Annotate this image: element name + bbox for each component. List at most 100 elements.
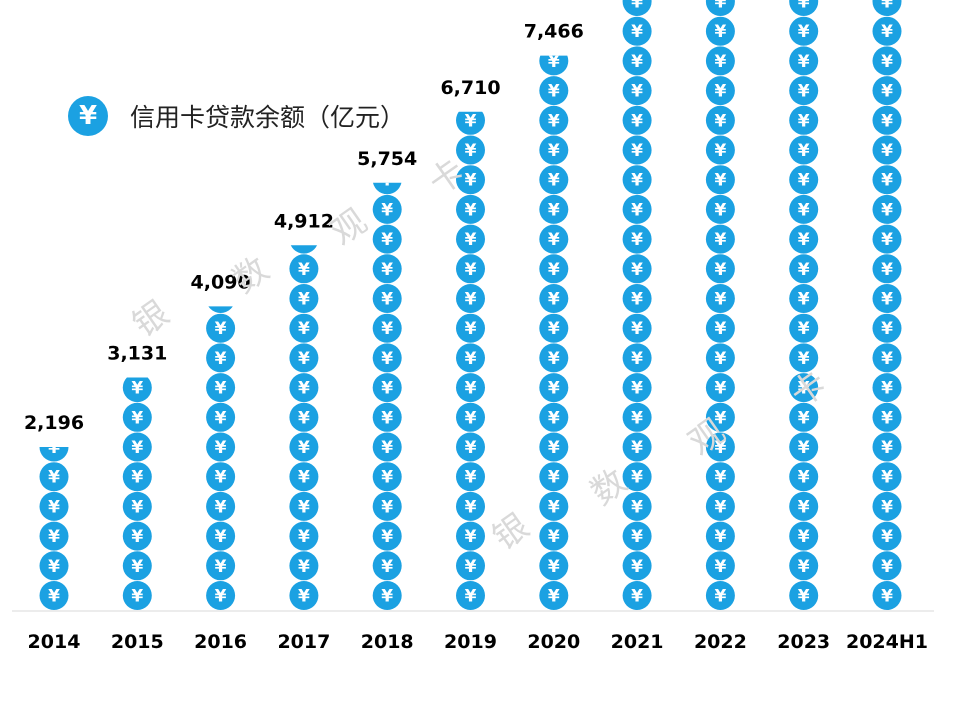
coin-symbol: ¥ (631, 587, 643, 607)
coin-symbol: ¥ (548, 260, 560, 280)
coin-mark (705, 521, 735, 551)
coin-mark (289, 462, 319, 492)
coin-symbol: ¥ (48, 497, 60, 517)
coin-symbol: ¥ (881, 438, 893, 458)
coin-symbol: ¥ (298, 230, 310, 250)
coin-mark (539, 581, 569, 610)
coin-mark (539, 76, 569, 106)
x-tick-label: 2018 (361, 631, 414, 653)
coin-mark (789, 284, 819, 313)
coin-symbol: ¥ (881, 260, 893, 280)
coin-symbol: ¥ (381, 438, 393, 458)
coin-mark (539, 402, 569, 432)
x-tick-label: 2023 (777, 631, 830, 653)
coin-mark (872, 521, 902, 551)
coin-mark (206, 551, 236, 581)
coin-symbol: ¥ (631, 349, 643, 369)
coin-symbol: ¥ (465, 468, 477, 488)
coin-symbol: ¥ (714, 230, 726, 250)
coin-mark (872, 491, 902, 521)
yuan-coin-icon: ¥ (68, 96, 108, 136)
coin-mark (705, 581, 735, 610)
coin-mark (789, 135, 819, 165)
coin-mark (122, 432, 152, 462)
x-tick-label: 2016 (194, 631, 247, 653)
data-label: 5,754 (357, 148, 417, 170)
coin-mark (789, 551, 819, 581)
coin-symbol: ¥ (714, 319, 726, 339)
coin-mark (456, 521, 485, 551)
coin-symbol: ¥ (714, 497, 726, 517)
coin-symbol: ¥ (798, 52, 810, 72)
coin-symbol: ¥ (798, 171, 810, 191)
coin-symbol: ¥ (131, 527, 143, 547)
coin-symbol: ¥ (215, 587, 227, 607)
coin-symbol: ¥ (381, 408, 393, 428)
coin-symbol: ¥ (798, 230, 810, 250)
coin-symbol: ¥ (298, 497, 310, 517)
coin-mark (622, 373, 652, 403)
coin-mark (872, 432, 902, 462)
coin-symbol: ¥ (465, 319, 477, 339)
data-label: 6,710 (440, 77, 500, 99)
coin-mark (622, 491, 652, 521)
coin-mark (289, 491, 319, 521)
coin-mark (622, 76, 652, 106)
coin-symbol: ¥ (631, 379, 643, 399)
coin-symbol: ¥ (548, 141, 560, 161)
coin-mark (372, 491, 402, 521)
coin-mark (705, 402, 735, 432)
coin-mark (39, 446, 69, 462)
coin-symbol: ¥ (465, 349, 477, 369)
coin-mark (372, 521, 402, 551)
coin-symbol: ¥ (798, 22, 810, 42)
coin-mark (789, 521, 819, 551)
coin-symbol: ¥ (215, 408, 227, 428)
coin-symbol: ¥ (215, 290, 227, 310)
coin-symbol: ¥ (714, 200, 726, 220)
coin-mark (872, 373, 902, 403)
coin-symbol: ¥ (714, 260, 726, 280)
coin-mark (872, 135, 902, 165)
bar-2021: ¥¥¥¥¥¥¥¥¥¥¥¥¥¥¥¥¥¥¥¥¥¥ (622, 0, 652, 610)
coin-mark (789, 165, 819, 195)
coin-symbol: ¥ (215, 319, 227, 339)
coin-mark (456, 111, 485, 135)
coin-mark (872, 402, 902, 432)
coin-mark (122, 521, 152, 551)
coin-mark (539, 224, 569, 254)
bar-2014: ¥ ¥ ¥ ¥ ¥ ¥ (39, 446, 69, 610)
coin-mark (622, 432, 652, 462)
coin-mark (122, 581, 152, 610)
coin-symbol: ¥ (714, 52, 726, 72)
coin-mark (290, 245, 318, 254)
coin-mark (622, 224, 652, 254)
bar-2019: ¥ ¥ ¥ ¥ ¥ ¥ ¥ ¥ ¥ ¥ ¥ ¥ ¥ ¥ ¥ ¥ ¥ (456, 111, 485, 610)
coin-symbol: ¥ (548, 587, 560, 607)
x-tick-label: 2014 (28, 631, 81, 653)
bar-2015: ¥ ¥ ¥ ¥ ¥ ¥ ¥ ¥ (122, 377, 152, 610)
coin-symbol: ¥ (215, 379, 227, 399)
coin-mark (539, 521, 569, 551)
coin-mark (622, 165, 652, 195)
coin-mark (456, 432, 485, 462)
coin-mark (456, 343, 485, 373)
coin-symbol: ¥ (798, 0, 810, 13)
coin-symbol: ¥ (798, 141, 810, 161)
coin-mark (872, 581, 902, 610)
coin-mark (872, 194, 902, 224)
coin-mark (872, 165, 902, 195)
coin-mark (622, 343, 652, 373)
coin-mark (622, 135, 652, 165)
coin-symbol: ¥ (714, 438, 726, 458)
coin-symbol: ¥ (631, 557, 643, 577)
coin-mark (372, 551, 402, 581)
coin-symbol: ¥ (548, 497, 560, 517)
coin-mark (622, 194, 652, 224)
coin-mark (705, 462, 735, 492)
coin-mark (206, 402, 236, 432)
coin-symbol: ¥ (465, 557, 477, 577)
coin-mark (622, 462, 652, 492)
coin-symbol: ¥ (298, 527, 310, 547)
coin-mark (872, 551, 902, 581)
